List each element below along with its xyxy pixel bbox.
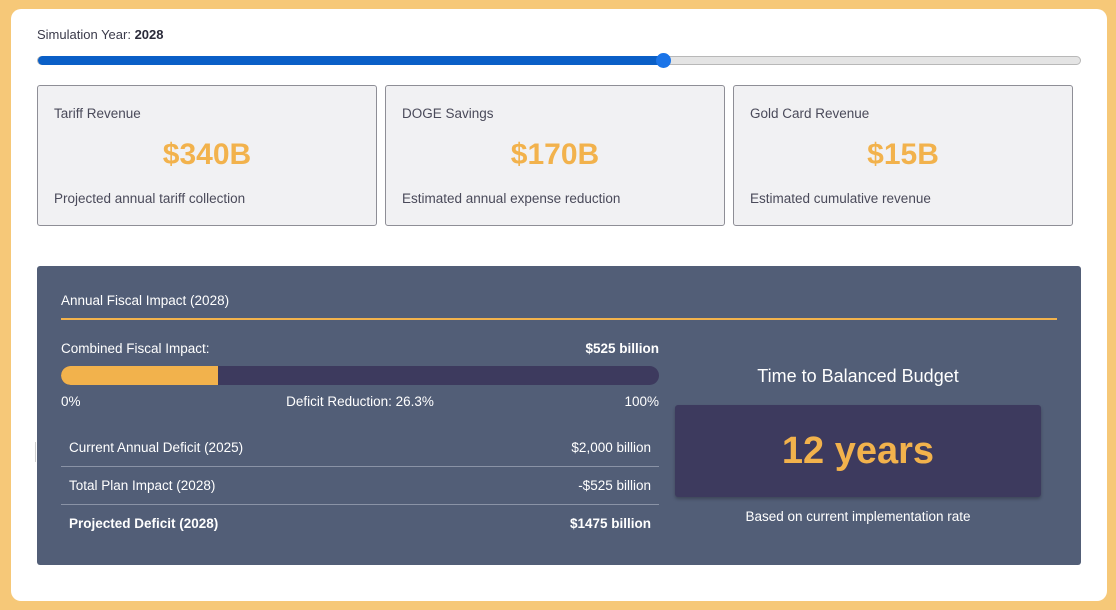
panel-divider bbox=[61, 318, 1057, 320]
bar-max-label: 100% bbox=[624, 394, 659, 409]
balanced-budget-note: Based on current implementation rate bbox=[745, 509, 971, 524]
metric-card-doge: DOGE Savings $170B Estimated annual expe… bbox=[385, 85, 725, 226]
metric-value: $15B bbox=[867, 138, 939, 171]
balanced-budget-box: 12 years bbox=[675, 405, 1041, 497]
row-value: -$525 billion bbox=[578, 478, 651, 493]
row-value: $2,000 billion bbox=[571, 440, 651, 455]
row-value: $1475 billion bbox=[569, 516, 651, 531]
panel-title: Annual Fiscal Impact (2028) bbox=[61, 293, 230, 308]
year-slider[interactable] bbox=[37, 53, 1081, 68]
year-value: 2028 bbox=[134, 27, 164, 42]
table-row: Total Plan Impact (2028) -$525 billion bbox=[61, 467, 659, 505]
metric-value: $170B bbox=[510, 138, 600, 171]
fiscal-impact-panel: Annual Fiscal Impact (2028) Combined Fis… bbox=[37, 266, 1081, 565]
row-label: Total Plan Impact (2028) bbox=[69, 478, 216, 493]
metric-title: DOGE Savings bbox=[402, 106, 494, 121]
balanced-budget-title: Time to Balanced Budget bbox=[757, 366, 959, 386]
bar-min-label: 0% bbox=[61, 394, 81, 409]
metric-card-gold-card: Gold Card Revenue $15B Estimated cumulat… bbox=[733, 85, 1073, 226]
deficit-reduction-bar bbox=[61, 366, 659, 385]
deficit-reduction-fill bbox=[61, 366, 219, 385]
metric-title: Tariff Revenue bbox=[54, 106, 141, 121]
row-label: Current Annual Deficit (2025) bbox=[69, 440, 244, 455]
slider-fill bbox=[38, 56, 664, 65]
simulation-year-label: Simulation Year: 2028 bbox=[37, 27, 164, 42]
slider-thumb[interactable] bbox=[656, 53, 672, 68]
metric-description: Projected annual tariff collection bbox=[54, 191, 246, 206]
divider bbox=[35, 442, 36, 462]
year-label-text: Simulation Year: bbox=[37, 27, 131, 42]
metric-description: Estimated cumulative revenue bbox=[750, 191, 931, 206]
metric-title: Gold Card Revenue bbox=[750, 106, 870, 121]
row-label: Projected Deficit (2028) bbox=[69, 516, 219, 531]
metric-description: Estimated annual expense reduction bbox=[402, 191, 621, 206]
metric-card-tariff: Tariff Revenue $340B Projected annual ta… bbox=[37, 85, 377, 226]
table-row-total: Projected Deficit (2028) $1475 billion bbox=[61, 505, 659, 543]
combined-impact-value: $525 billion bbox=[585, 341, 659, 356]
combined-impact-label: Combined Fiscal Impact: bbox=[61, 341, 210, 356]
balanced-budget-value: 12 years bbox=[781, 430, 935, 472]
main-card: Simulation Year: 2028 Tariff Revenue $34… bbox=[11, 9, 1107, 601]
metric-value: $340B bbox=[162, 138, 252, 171]
fiscal-table: Current Annual Deficit (2025) $2,000 bil… bbox=[61, 429, 659, 543]
deficit-reduction-label: Deficit Reduction: 26.3% bbox=[286, 394, 434, 409]
table-row: Current Annual Deficit (2025) $2,000 bil… bbox=[61, 429, 659, 467]
